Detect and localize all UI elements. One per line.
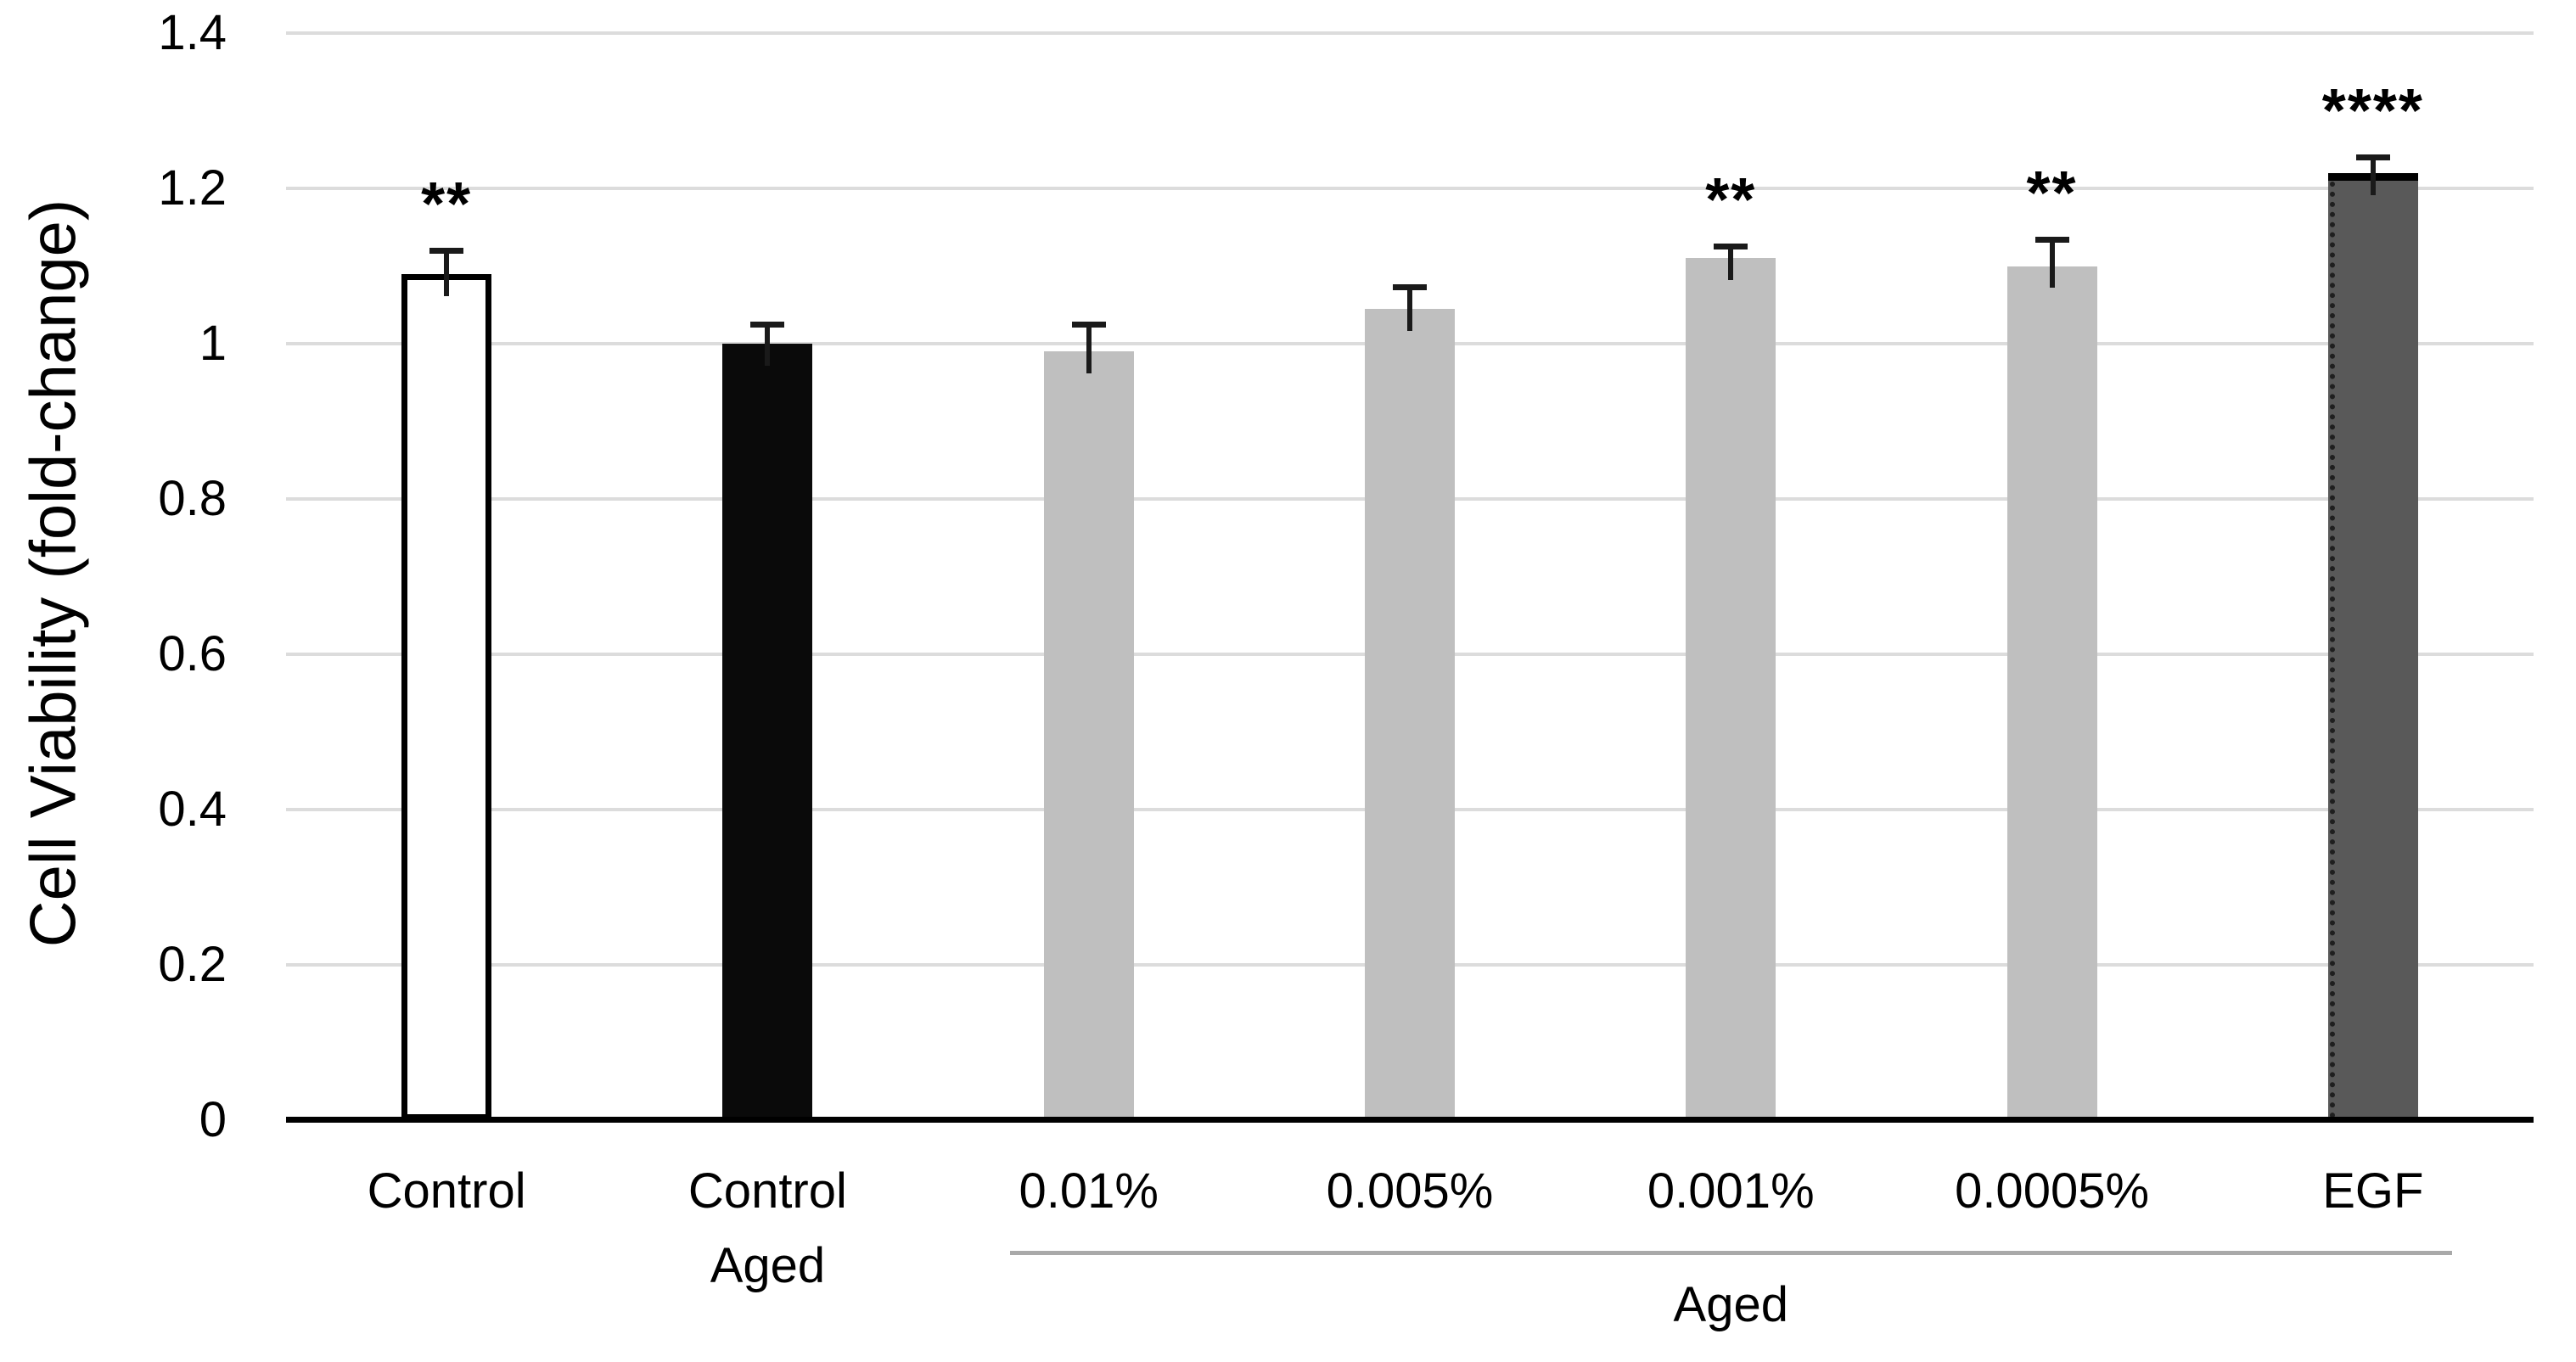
x-tick-label-egf: EGF (2322, 1163, 2424, 1219)
error-bar-line-control (444, 250, 450, 296)
error-bar-cap-0-001 (1714, 243, 1748, 249)
error-bar-cap-0-005 (1393, 284, 1427, 291)
y-tick-label-1: 1 (199, 316, 227, 371)
significance-marker-egf: **** (2321, 77, 2424, 146)
aged-group-label: Aged (1673, 1277, 1789, 1332)
y-tick-label-0.4: 0.4 (158, 782, 227, 837)
aged-group-bracket-line (1009, 1251, 2452, 1255)
bar-0-01 (1043, 351, 1134, 1120)
error-bar-cap-0-0005 (2034, 237, 2069, 244)
significance-marker-control: ** (421, 171, 473, 239)
x-tick-label-0-0005: 0.0005% (1955, 1163, 2150, 1219)
bar-0-001 (1686, 258, 1776, 1120)
error-bar-line-0-001 (1728, 245, 1734, 281)
bar-0-005 (1365, 308, 1455, 1120)
significance-marker-0-0005: ** (2026, 160, 2078, 228)
x-tick-label-0-005: 0.005% (1326, 1163, 1494, 1219)
error-bar-line-control-aged (765, 324, 771, 366)
x-tick-label-control-aged: Control Aged (687, 1163, 847, 1293)
error-bar-line-0-0005 (2049, 239, 2055, 289)
error-bar-line-0-01 (1086, 324, 1092, 374)
error-bar-line-egf (2370, 157, 2376, 195)
gridline-y-1.2 (286, 187, 2534, 190)
x-axis-line (286, 1117, 2534, 1123)
bar-control-aged (722, 344, 813, 1120)
x-tick-label-control: Control (367, 1163, 526, 1219)
x-tick-label-0-01: 0.01% (1019, 1163, 1159, 1219)
y-tick-label-0: 0 (199, 1092, 227, 1147)
error-bar-cap-0-01 (1071, 322, 1106, 328)
y-tick-label-0.8: 0.8 (158, 471, 227, 526)
error-bar-cap-egf (2355, 154, 2390, 161)
error-bar-cap-control (429, 248, 464, 255)
bar-0-0005 (2006, 266, 2097, 1120)
error-bar-cap-control-aged (750, 322, 785, 328)
bar-control (401, 273, 492, 1120)
significance-marker-0-001: ** (1705, 165, 1757, 234)
error-bar-line-0-005 (1407, 287, 1412, 331)
y-tick-label-0.2: 0.2 (158, 937, 227, 992)
x-tick-label-0-001: 0.001% (1647, 1163, 1815, 1219)
gridline-y-1.4 (286, 31, 2534, 35)
bar-dotted-edge-egf (2329, 181, 2335, 1118)
y-tick-label-1.2: 1.2 (158, 160, 227, 216)
y-tick-label-1.4: 1.4 (158, 5, 227, 60)
y-tick-label-0.6: 0.6 (158, 626, 227, 681)
bar-egf (2327, 172, 2418, 1120)
